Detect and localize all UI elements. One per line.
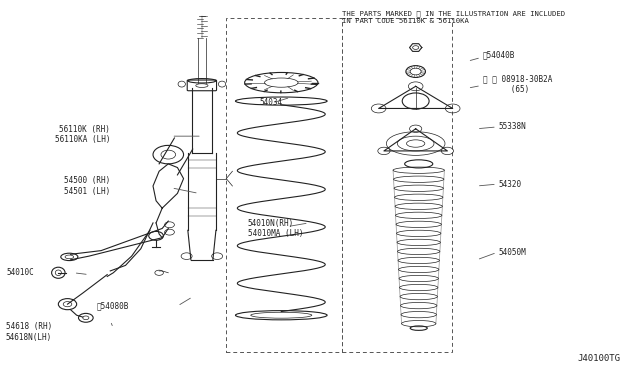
Text: ※54080B: ※54080B — [96, 301, 129, 311]
Text: ※ Ⓝ 08918-30B2A
      (65): ※ Ⓝ 08918-30B2A (65) — [483, 75, 552, 94]
Text: 54010C: 54010C — [6, 268, 34, 277]
Text: THE PARTS MARKED ※ IN THE ILLUSTRATION ARE INCLUDED
IN PART CODE 56110K & 56110K: THE PARTS MARKED ※ IN THE ILLUSTRATION A… — [342, 11, 566, 24]
Text: J40100TG: J40100TG — [577, 354, 620, 363]
Bar — [227, 18, 342, 352]
Text: 54500 (RH)
54501 (LH): 54500 (RH) 54501 (LH) — [64, 176, 110, 196]
Text: 54034: 54034 — [260, 99, 283, 108]
Text: 54618 (RH)
54618N(LH): 54618 (RH) 54618N(LH) — [6, 322, 52, 341]
Text: ※54040B: ※54040B — [483, 51, 515, 60]
Text: 55338N: 55338N — [498, 122, 526, 131]
Text: 54050M: 54050M — [498, 248, 526, 257]
Text: 54320: 54320 — [498, 180, 521, 189]
Text: 54010N(RH)
54010MA (LH): 54010N(RH) 54010MA (LH) — [248, 219, 303, 238]
Bar — [342, 18, 452, 352]
Text: 56110K (RH)
56110KA (LH): 56110K (RH) 56110KA (LH) — [55, 125, 110, 144]
